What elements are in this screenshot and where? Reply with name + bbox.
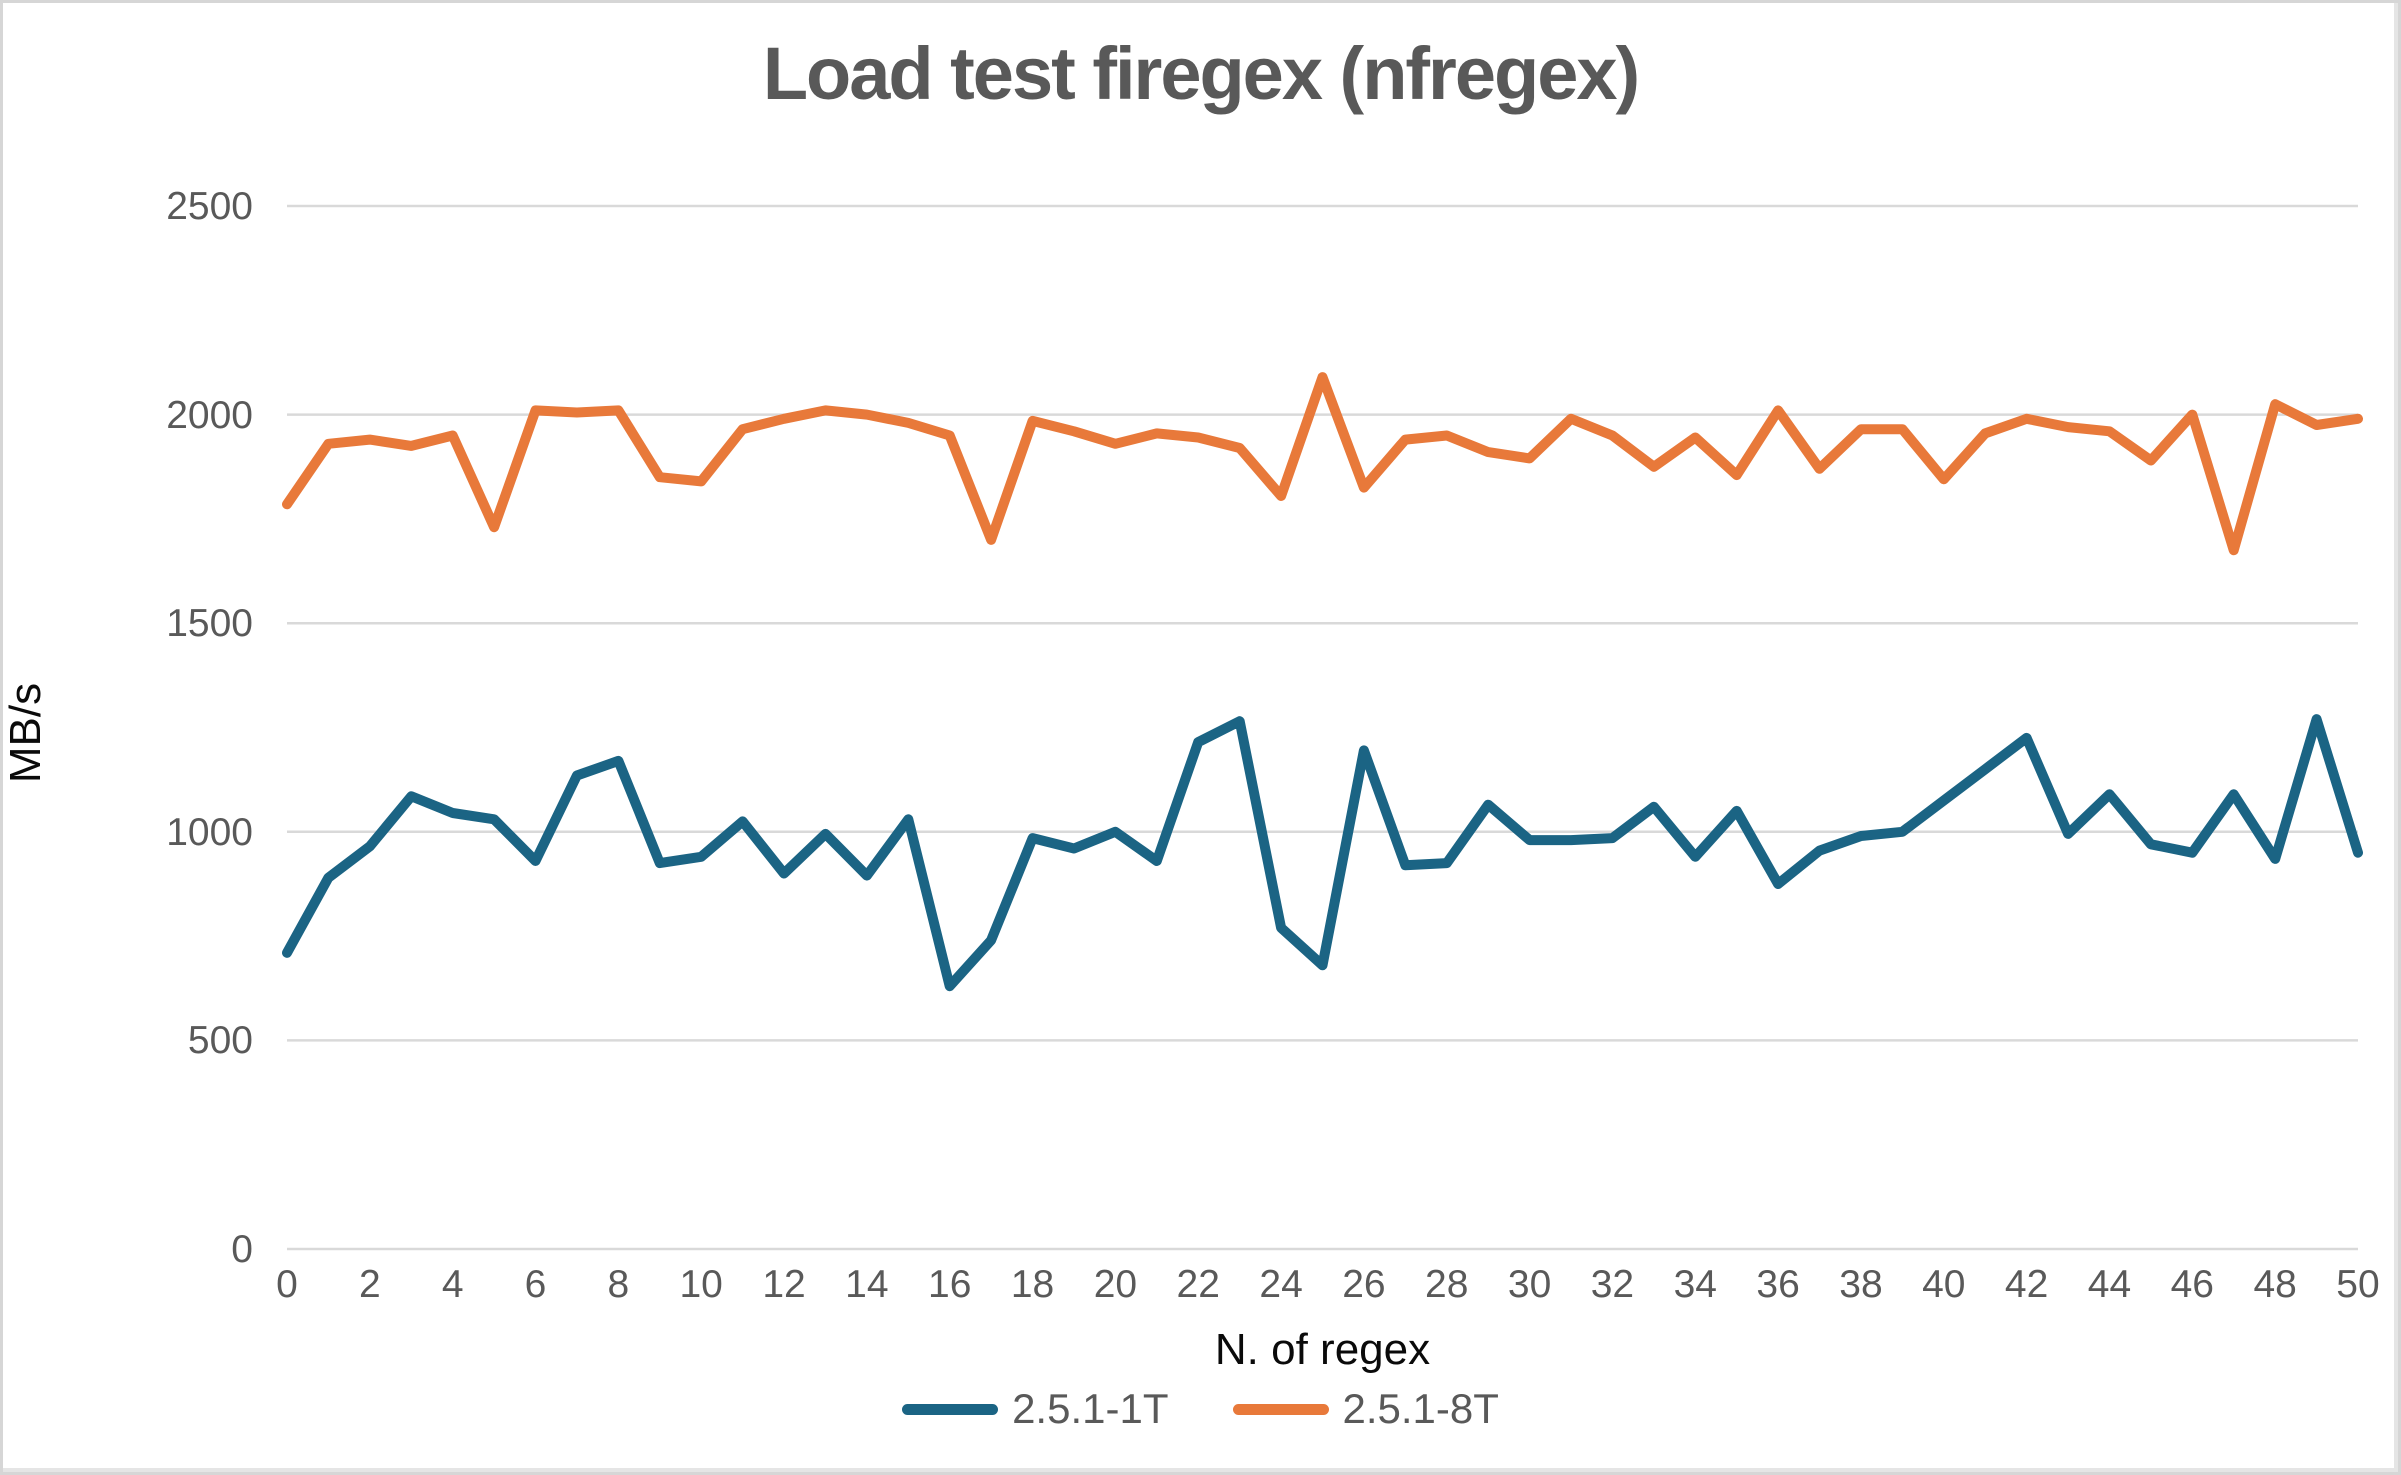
x-tick-label: 16 [928, 1263, 972, 1306]
legend-swatch-8t [1232, 1403, 1329, 1415]
legend-item-8t[interactable]: 2.5.1-8T [1232, 1385, 1499, 1433]
x-tick-label: 36 [1756, 1263, 1800, 1306]
y-tick-label: 0 [231, 1228, 253, 1271]
legend-label-1t: 2.5.1-1T [1012, 1385, 1169, 1432]
y-tick-label: 500 [187, 1019, 253, 1063]
x-tick-label: 2 [358, 1263, 381, 1306]
y-tick-label: 1000 [166, 810, 253, 854]
chart-title: Load test firegex (nfregex) [762, 32, 1640, 115]
x-tick-label: 24 [1259, 1263, 1303, 1306]
legend-item-1t[interactable]: 2.5.1-1T [902, 1385, 1169, 1433]
x-tick-label: 48 [2253, 1263, 2297, 1306]
y-tick-label: 2500 [166, 185, 253, 228]
x-tick-label: 8 [607, 1263, 630, 1306]
x-tick-label: 4 [441, 1263, 464, 1306]
y-tick-label: 1500 [166, 602, 253, 646]
plot-canvas [282, 206, 2363, 1249]
series-line-2.5.1-8T[interactable] [282, 372, 2363, 556]
x-tick-label: 0 [276, 1263, 298, 1306]
legend-swatch-1t [902, 1403, 999, 1415]
x-tick-label: 20 [1093, 1263, 1138, 1306]
x-tick-label: 30 [1507, 1263, 1552, 1306]
x-tick-label: 40 [1922, 1263, 1966, 1306]
x-tick-label: 6 [524, 1263, 547, 1306]
x-tick-label: 22 [1176, 1263, 1220, 1306]
y-axis-title: MB/s [1, 682, 50, 784]
legend-label-8t: 2.5.1-8T [1342, 1385, 1499, 1432]
x-tick-label: 46 [2170, 1263, 2214, 1306]
x-tick-label: 14 [845, 1263, 889, 1306]
y-tick-label: 2000 [166, 393, 253, 437]
x-tick-label: 44 [2087, 1263, 2132, 1306]
plot-area [282, 206, 2363, 1249]
x-axis-title: N. of regex [1214, 1325, 1431, 1374]
x-tick-label: 10 [679, 1263, 723, 1306]
series-line-2.5.1-1T[interactable] [282, 714, 2363, 992]
x-tick-label: 32 [1590, 1263, 1635, 1306]
x-tick-label: 12 [762, 1263, 806, 1306]
x-tick-label: 38 [1839, 1263, 1883, 1306]
legend: 2.5.1-1T 2.5.1-8T [3, 1385, 2398, 1433]
x-tick-label: 42 [2004, 1263, 2049, 1306]
x-tick-label: 28 [1425, 1263, 1469, 1306]
x-tick-label: 18 [1010, 1263, 1055, 1306]
x-tick-label: 50 [2336, 1263, 2380, 1306]
x-tick-label: 34 [1673, 1263, 1717, 1306]
x-tick-label: 26 [1342, 1263, 1386, 1306]
